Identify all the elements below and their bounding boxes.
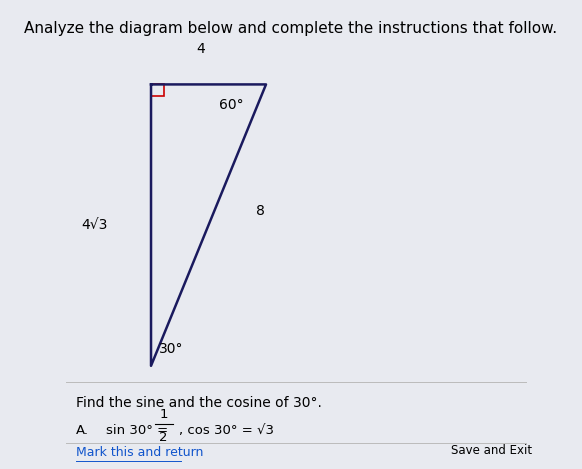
Text: 30°: 30° xyxy=(158,342,183,356)
Text: 2: 2 xyxy=(159,431,168,444)
Text: 8: 8 xyxy=(256,204,265,218)
Text: 1: 1 xyxy=(159,408,168,421)
Text: 4√3: 4√3 xyxy=(81,218,108,232)
Text: Find the sine and the cosine of 30°.: Find the sine and the cosine of 30°. xyxy=(76,396,322,410)
Text: , cos 30° = √3: , cos 30° = √3 xyxy=(179,424,274,438)
Text: Analyze the diagram below and complete the instructions that follow.: Analyze the diagram below and complete t… xyxy=(24,21,558,36)
Text: Save and Exit: Save and Exit xyxy=(451,444,533,457)
Bar xyxy=(151,84,164,96)
Text: sin 30° =: sin 30° = xyxy=(106,424,172,438)
Text: 4: 4 xyxy=(197,42,205,56)
Text: A.: A. xyxy=(76,424,89,438)
Text: 60°: 60° xyxy=(219,98,243,113)
Text: Mark this and return: Mark this and return xyxy=(76,446,203,459)
